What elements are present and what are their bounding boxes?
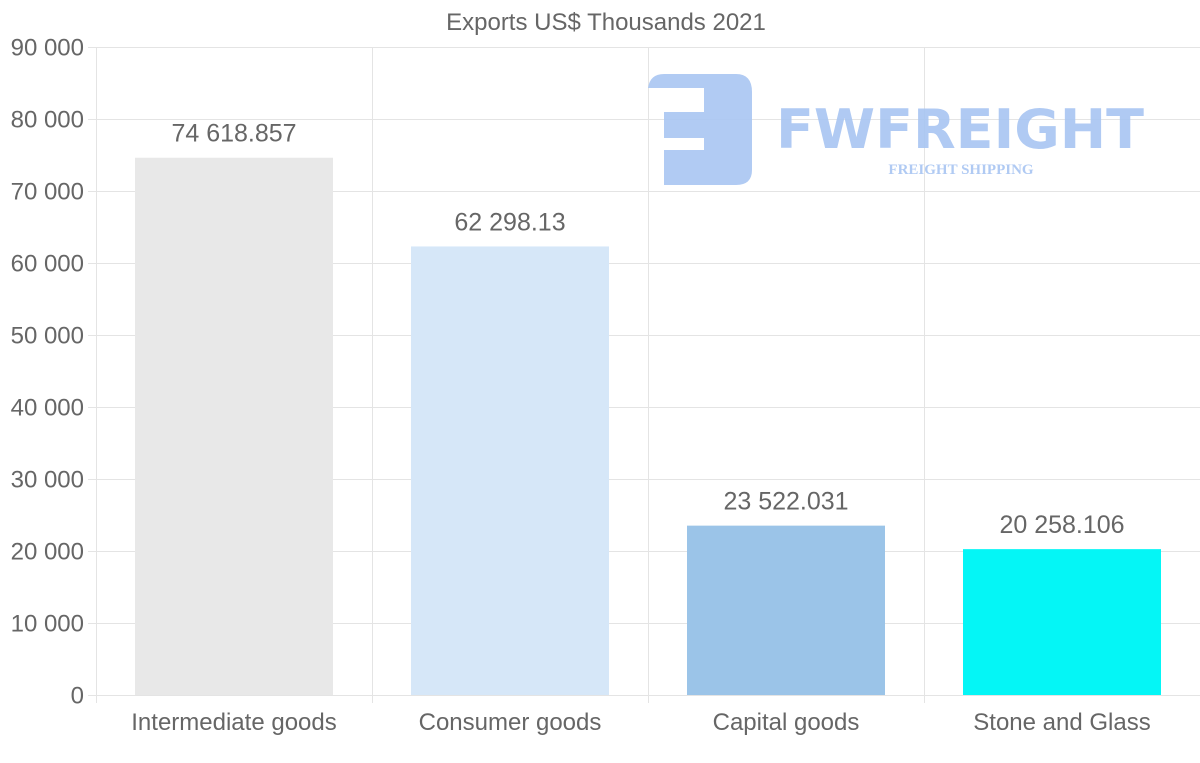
y-tick-label: 90 000 [11,35,84,62]
data-label: 23 522.031 [723,488,848,516]
x-axis: Intermediate goods Consumer goods Capital … [131,709,1150,736]
y-tick-label: 0 [71,683,84,710]
data-label: 74 618.857 [171,120,296,148]
y-tick-label: 20 000 [11,539,84,566]
y-tick-label: 50 000 [11,323,84,350]
logo-mark-icon [648,74,752,185]
bar-stone-and-glass [963,549,1161,695]
x-tick-label: Capital goods [713,709,860,736]
data-label: 62 298.13 [454,208,565,236]
y-tick-label: 80 000 [11,107,84,134]
bars [135,157,1161,695]
bar-consumer-goods [411,246,609,695]
x-tick-label: Consumer goods [419,709,602,736]
watermark-brand: FWFREIGHT [776,98,1144,161]
y-tick-label: 30 000 [11,467,84,494]
y-tick-label: 10 000 [11,611,84,638]
y-tick-label: 70 000 [11,179,84,206]
watermark-tagline: FREIGHT SHIPPING [888,162,1033,178]
chart-title: Exports US$ Thousands 2021 [446,9,766,36]
data-label: 20 258.106 [999,511,1124,539]
x-tick-label: Stone and Glass [973,709,1150,736]
y-tick-label: 40 000 [11,395,84,422]
y-tick-label: 60 000 [11,251,84,278]
watermark-logo: FWFREIGHT FREIGHT SHIPPING [648,74,1144,185]
data-labels: 74 618.857 62 298.13 23 522.031 20 258.106 [171,120,1124,539]
bar-capital-goods [687,525,885,695]
bar-intermediate-goods [135,157,333,695]
x-tick-label: Intermediate goods [131,709,336,736]
y-axis: 0 10 000 20 000 30 000 40 000 50 000 60 000 70 … [11,35,84,710]
